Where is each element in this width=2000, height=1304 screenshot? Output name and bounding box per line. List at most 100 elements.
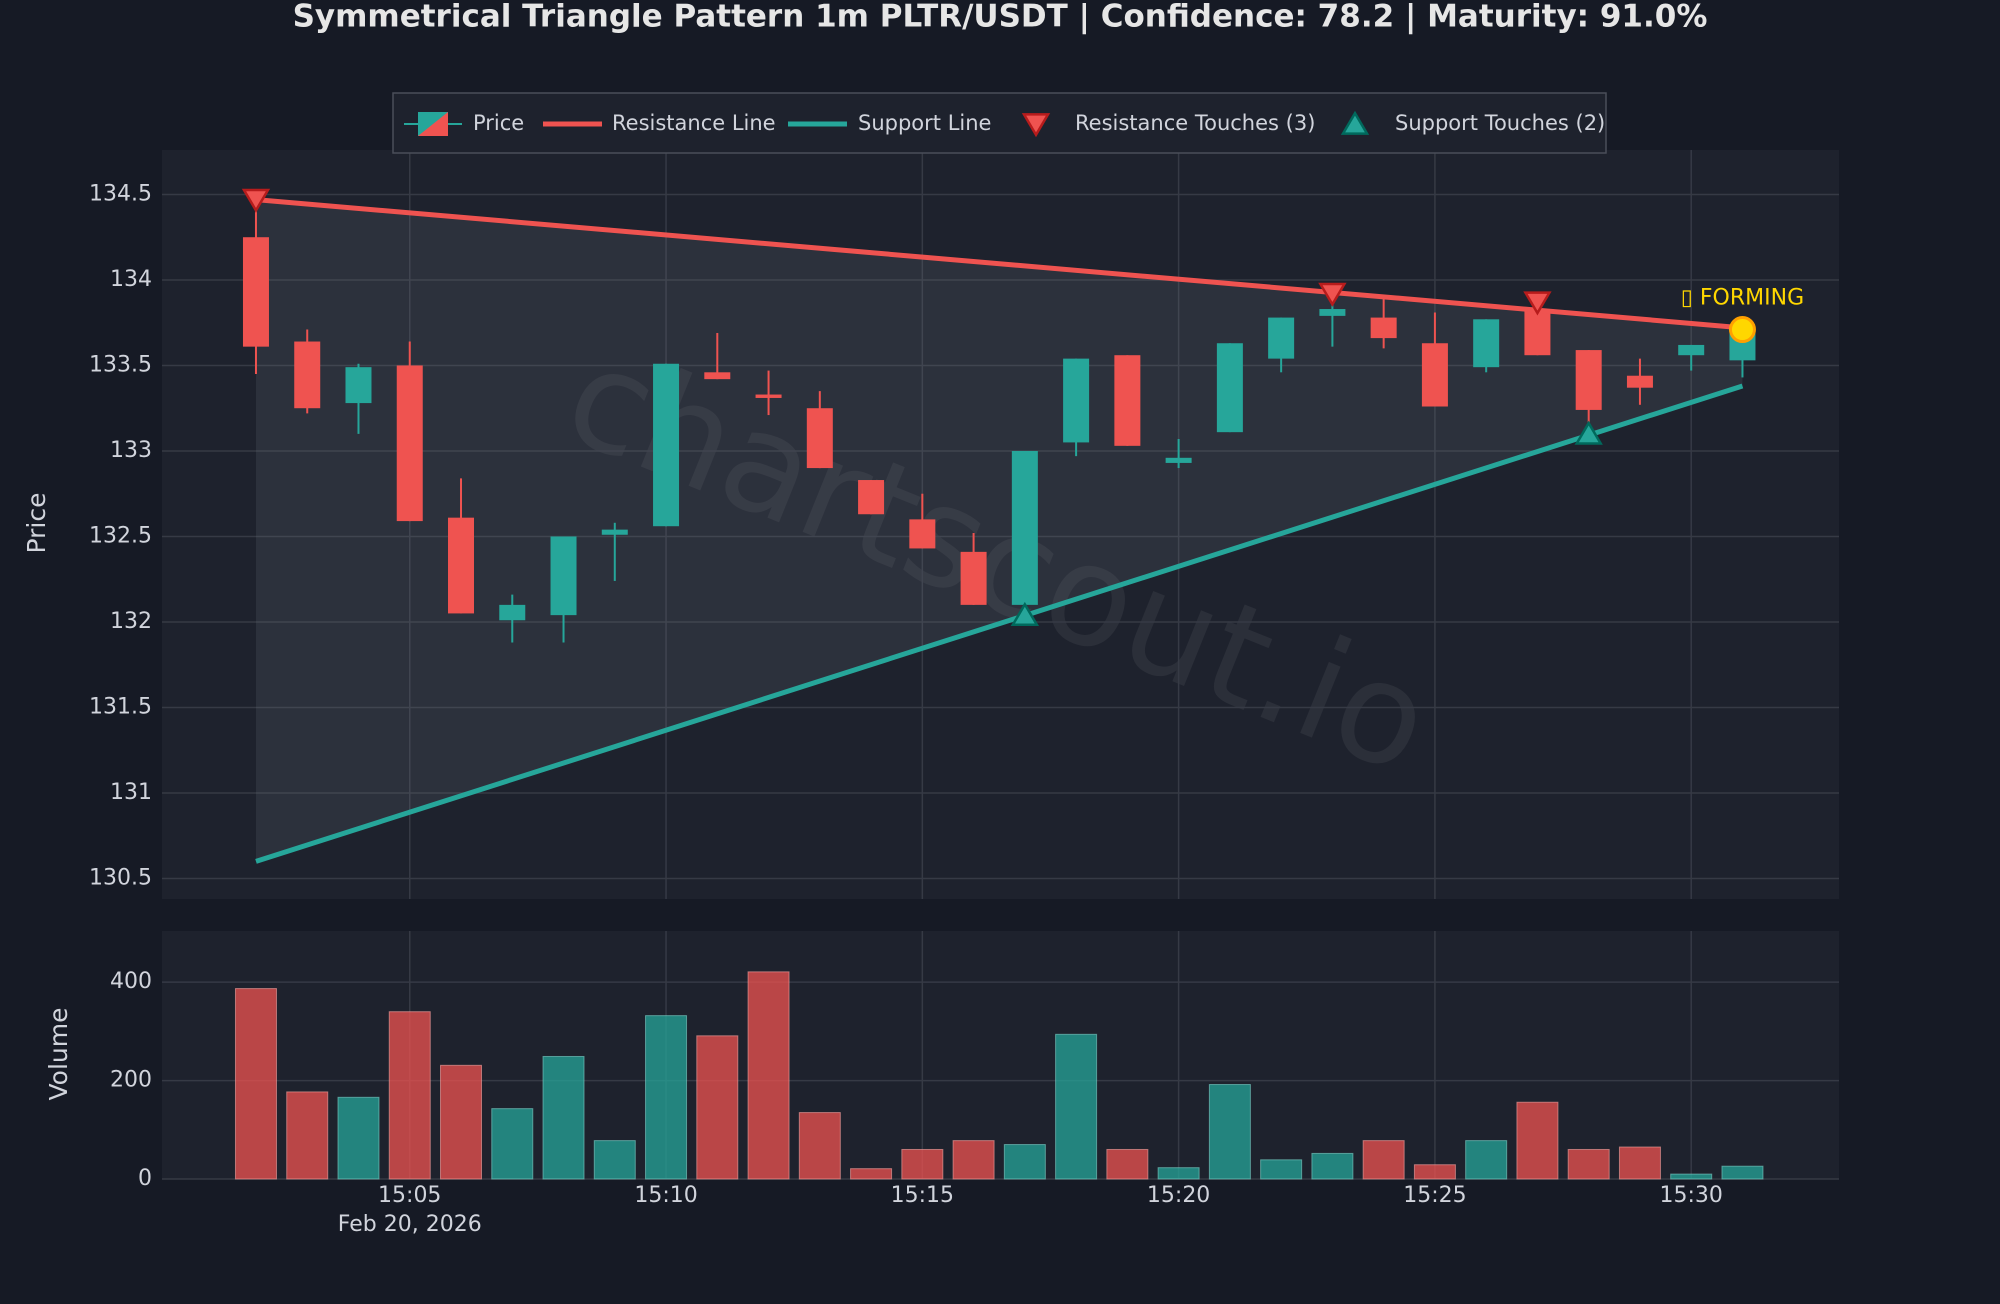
- volume-bar: [696, 1035, 739, 1180]
- volume-bar: [234, 988, 277, 1180]
- candle-body: [1678, 344, 1705, 356]
- volume-bar: [645, 1015, 688, 1180]
- volume-bar: [1618, 1146, 1661, 1180]
- candle-body: [806, 408, 833, 469]
- volume-bar: [1413, 1164, 1456, 1180]
- chart-title: Symmetrical Triangle Pattern 1m PLTR/USD…: [293, 0, 1708, 35]
- candle-body: [1165, 457, 1192, 463]
- y-tick-label: 134: [110, 267, 152, 292]
- volume-bar: [1567, 1148, 1610, 1180]
- y-tick-label: 400: [110, 969, 152, 994]
- legend-label: Support Line: [858, 111, 991, 135]
- touch-marker: [1010, 601, 1040, 626]
- volume-bar: [1106, 1148, 1149, 1180]
- y-tick-label: 134.5: [89, 181, 152, 206]
- candle-body: [1063, 358, 1090, 443]
- candle-body: [550, 536, 577, 616]
- touch-marker: [1523, 291, 1552, 316]
- volume-bar: [286, 1091, 329, 1180]
- candle-body: [1421, 343, 1448, 407]
- candle-body: [1114, 355, 1141, 446]
- volume-bar: [1670, 1173, 1713, 1180]
- candle-body: [242, 237, 269, 347]
- y-tick-label: 133: [110, 438, 152, 463]
- candle-body: [755, 394, 782, 398]
- forming-point: [1728, 316, 1756, 344]
- trend-line: [255, 383, 1744, 864]
- legend-label: Price: [473, 111, 524, 135]
- volume-bar: [798, 1112, 841, 1180]
- legend-label: Resistance Line: [612, 111, 776, 135]
- volume-bar: [1003, 1144, 1046, 1180]
- price-panel: [162, 150, 1839, 899]
- y-tick-label: 131: [110, 780, 152, 805]
- triangle-area: [255, 199, 1743, 862]
- volume-bar: [1516, 1101, 1559, 1180]
- legend-label: Resistance Touches (3): [1075, 111, 1315, 135]
- y-axis-label: Price: [22, 493, 51, 554]
- candle-body: [396, 365, 423, 522]
- volume-bar: [952, 1140, 995, 1180]
- candle-body: [858, 480, 885, 515]
- volume-bar: [440, 1064, 483, 1180]
- x-tick-label: 15:20: [1147, 1183, 1210, 1208]
- y-tick-label: 133.5: [89, 352, 152, 377]
- y-tick-label: 200: [110, 1068, 152, 1093]
- x-date-label: Feb 20, 2026: [338, 1212, 482, 1237]
- volume-bar: [1157, 1167, 1200, 1180]
- volume-bar: [901, 1148, 944, 1180]
- legend-icon: [1021, 113, 1051, 138]
- candle-body: [1626, 375, 1653, 388]
- legend-icon: [1340, 110, 1370, 135]
- candle-body: [448, 517, 475, 614]
- y-axis-label: Volume: [44, 1008, 73, 1101]
- candle-body: [909, 519, 936, 549]
- volume-bar: [1055, 1033, 1098, 1180]
- candle-body: [1473, 319, 1500, 368]
- candle-body: [1575, 350, 1602, 410]
- candle-body: [1370, 317, 1397, 339]
- candle-body: [704, 372, 731, 380]
- touch-marker: [241, 188, 271, 213]
- volume-bar: [850, 1168, 893, 1180]
- candle-body: [294, 341, 321, 409]
- volume-bar: [593, 1140, 636, 1180]
- volume-bar: [1721, 1165, 1764, 1180]
- y-tick-label: 0: [138, 1166, 152, 1191]
- candle-body: [960, 551, 987, 605]
- volume-bar: [491, 1108, 534, 1180]
- x-tick-label: 15:15: [891, 1183, 954, 1208]
- legend-icon: [418, 112, 448, 136]
- volume-bar: [388, 1011, 431, 1180]
- y-tick-label: 131.5: [89, 694, 152, 719]
- volume-bar: [1208, 1084, 1251, 1180]
- volume-bar: [542, 1055, 585, 1180]
- volume-bar: [1362, 1140, 1405, 1180]
- candle-body: [1319, 309, 1346, 316]
- volume-bar: [1311, 1152, 1354, 1180]
- touch-marker: [1574, 420, 1603, 445]
- candle-body: [1011, 450, 1038, 605]
- volume-bar: [337, 1096, 380, 1180]
- touch-marker: [1318, 282, 1347, 307]
- volume-bar: [747, 971, 790, 1180]
- candle-body: [1268, 317, 1295, 359]
- y-tick-label: 132: [110, 609, 152, 634]
- annotation-label: ▯ FORMING: [1681, 286, 1804, 311]
- y-tick-label: 132.5: [89, 523, 152, 548]
- x-tick-label: 15:10: [634, 1183, 697, 1208]
- volume-bar: [1465, 1140, 1508, 1180]
- candle-body: [653, 363, 680, 527]
- legend: Price Resistance Line Support Line Resistan…: [392, 92, 1607, 154]
- x-tick-label: 15:25: [1403, 1183, 1466, 1208]
- volume-bar: [1260, 1159, 1303, 1180]
- candle-body: [601, 529, 628, 535]
- x-tick-label: 15:30: [1660, 1183, 1723, 1208]
- candle-body: [1524, 310, 1551, 356]
- y-tick-label: 130.5: [89, 865, 152, 890]
- candle-body: [1216, 343, 1243, 433]
- candle-body: [345, 367, 372, 404]
- trend-line: [255, 197, 1743, 331]
